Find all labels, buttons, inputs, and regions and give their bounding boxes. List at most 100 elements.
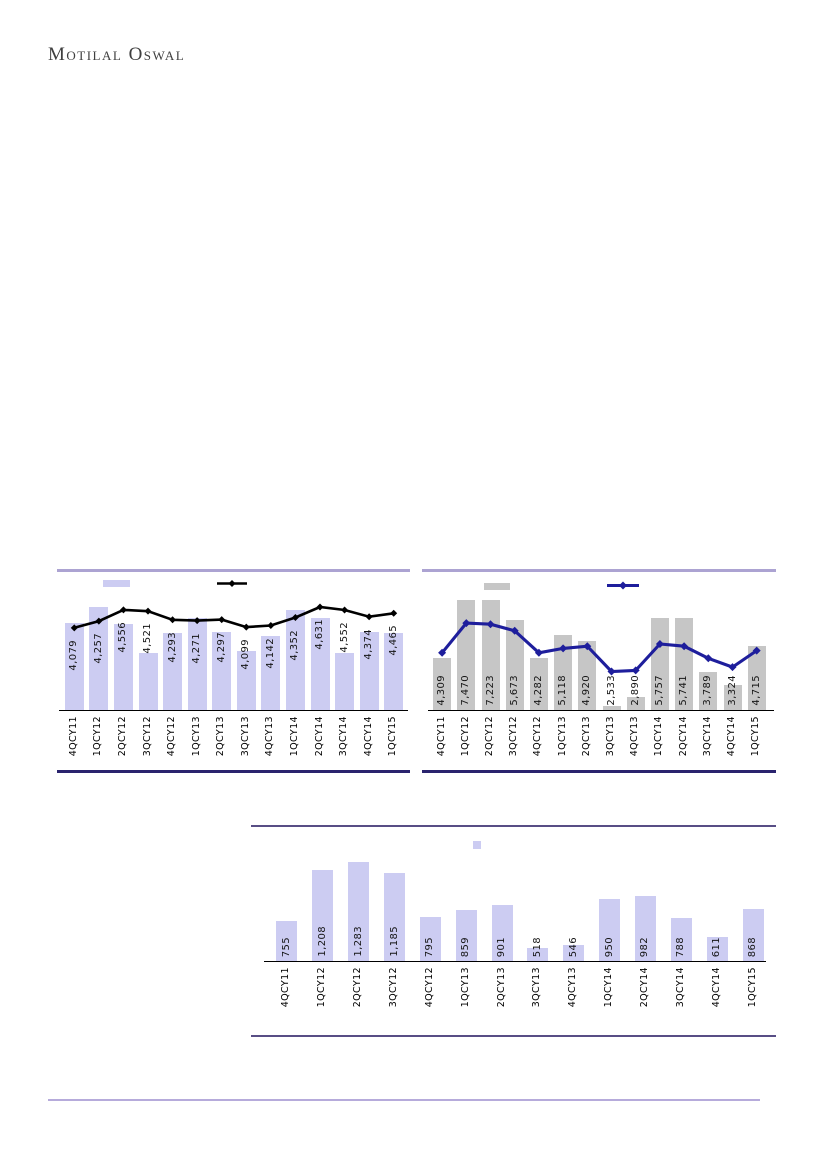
chart-quarterly-right: 4,309 7,470 7,223 5,673 4,282 5,118 4,920 2,533… [422,569,776,773]
bar [310,618,330,710]
x-tick-label: 3QCY14 [674,967,686,1008]
bar-value-label: 2,533 [605,675,617,706]
bar-value-label: 4,099 [240,639,252,670]
line-point-marker [728,663,737,672]
bar-value-label: 1,185 [388,926,400,957]
brand-logo: Motilal Oswal [48,44,186,65]
bar [706,937,728,961]
x-tick-label: 2QCY13 [495,967,507,1008]
x-tick-label: 4QCY11 [280,967,292,1008]
x-tick-label: 1QCY15 [750,716,762,757]
bar-value-label: 5,741 [678,675,690,706]
x-tick-label: 2QCY13 [580,716,592,757]
chart-bottom-border [57,770,410,773]
bar [113,624,133,710]
legend-line-marker [217,580,247,587]
line-series [70,603,398,632]
bar-value-label: 4,920 [581,675,593,706]
x-tick-label: 4QCY14 [362,716,374,757]
line-point-marker [316,603,324,611]
x-tick-label: 3QCY14 [701,716,713,757]
bar [64,622,84,710]
bar-value-label: 868 [747,936,758,957]
x-tick-label: 4QCY12 [166,716,178,757]
legend-bar-swatch [484,583,510,590]
bar [491,904,513,961]
bar-value-label: 4,293 [166,631,178,663]
line-point-marker [438,648,447,657]
bar-value-label: 788 [675,936,687,957]
x-tick-label: 4QCY13 [264,716,276,757]
bar [742,908,764,961]
legend-bar-swatch [103,580,130,587]
x-tick-label: 1QCY15 [387,716,399,757]
bar-value-label: 4,309 [436,675,448,706]
bar-value-label: 4,142 [264,637,276,669]
x-tick-label: 2QCY13 [215,716,227,757]
x-tick-label: 4QCY11 [435,716,447,757]
x-tick-label: 4QCY12 [532,716,544,757]
bar [384,632,404,710]
bar [138,653,158,710]
chart-quarterly-left: 4,079 4,257 4,556 4,521 4,293 4,271 4,297 4,099… [57,569,410,773]
chart-bottom-border [251,1035,776,1037]
bar-value-label: 5,118 [557,675,569,706]
bar [527,947,549,961]
bar-value-label: 5,757 [653,675,665,706]
line-point-marker [365,613,373,621]
chart-quarterly-bottom: 755 1,208 1,283 1,185 795 859 901 518 546 950 982 7… [251,825,776,1037]
x-tick-label: 3QCY14 [338,716,350,757]
bar-value-label: 5,673 [508,675,520,706]
bar [670,917,692,961]
bar-value-label: 7,223 [484,675,496,706]
x-tick-label: 1QCY13 [556,716,568,757]
bar-value-label: 3,324 [726,675,738,706]
x-tick-label: 4QCY13 [629,716,641,757]
chart-top-border [422,569,776,572]
x-tick-label: 2QCY14 [313,716,325,757]
legend-bar-swatch [473,841,481,849]
bar [634,895,656,961]
line-point-marker [390,609,398,617]
line-point-marker [242,623,250,631]
bar [89,607,109,710]
bar-value-label: 1,208 [316,926,328,957]
bar-value-label: 4,079 [68,639,80,671]
bar [723,684,742,710]
bar [163,632,183,710]
bar-value-label: 3,789 [702,675,714,706]
bar-value-label: 901 [496,936,507,957]
x-tick-label: 2QCY12 [484,716,495,757]
bar-value-label: 611 [711,936,723,957]
bar [312,870,334,961]
line-point-marker [704,654,713,663]
bar-value-label: 982 [639,936,651,957]
bar [563,944,585,961]
line-point-marker [631,666,640,675]
bar [359,632,379,710]
bar [236,651,256,710]
x-tick-label: 4QCY13 [567,967,579,1008]
x-tick-label: 1QCY15 [746,967,758,1008]
x-tick-label: 2QCY12 [352,967,364,1008]
x-tick-label: 1QCY12 [316,967,328,1008]
bar-value-label: 4,257 [92,633,104,664]
bar-value-label: 4,374 [363,628,375,660]
line-point-marker [144,607,152,615]
line-point-marker [119,606,127,614]
x-tick-label: 1QCY14 [288,716,300,757]
chart-top-border [57,569,410,572]
bar [455,909,477,961]
footer-rule [48,1099,760,1101]
bar [602,706,621,710]
bar [348,861,370,961]
x-tick-label: 1QCY14 [653,716,665,757]
bar-value-label: 4,465 [387,625,399,656]
bar [599,899,621,961]
legend-line-marker [607,581,639,590]
bar-value-label: 518 [531,936,543,957]
bar-value-label: 4,521 [142,623,153,654]
x-tick-label: 3QCY13 [239,716,251,757]
x-tick-label: 1QCY12 [92,716,104,757]
